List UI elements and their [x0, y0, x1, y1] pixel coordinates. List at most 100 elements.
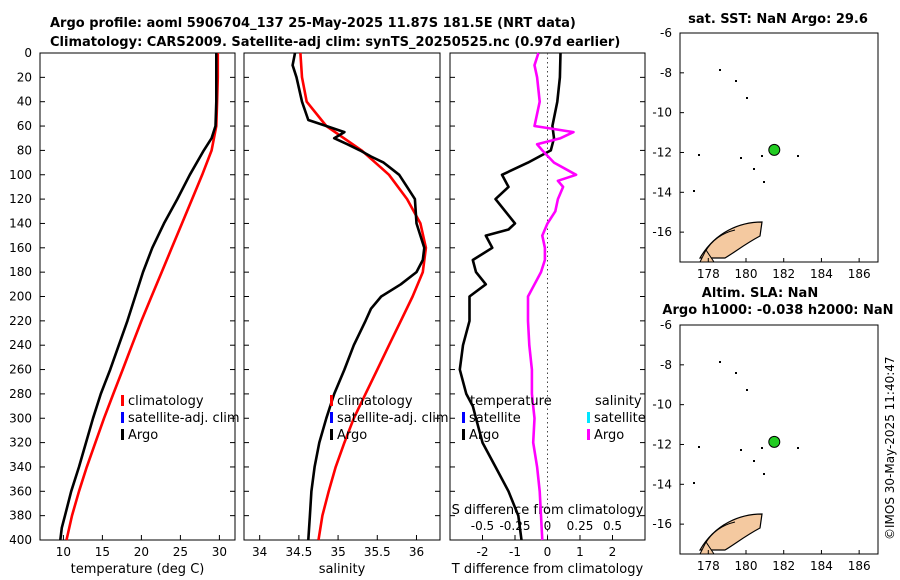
y-tick-label: 240: [9, 338, 32, 352]
x-axis-label: T difference from climatology: [451, 562, 644, 577]
land-island: [698, 221, 763, 259]
y-tick-label: 220: [9, 314, 32, 328]
legend-label: Argo: [594, 428, 624, 443]
temperature-panel: 10 15 20 25 30020406080100120140160180200220…: [9, 46, 240, 577]
x-tick-label: 30: [212, 545, 227, 559]
argo-line: [291, 52, 426, 541]
legend-label: satellite-adj. clim: [337, 411, 449, 426]
island: [698, 446, 700, 448]
x-tick-label: 180: [735, 559, 758, 573]
island: [735, 80, 737, 82]
legend-label: Argo: [128, 428, 158, 443]
map-title: sat. SST: NaN Argo: 29.6: [688, 12, 868, 27]
figure-title-line1: Argo profile: aoml 5906704_137 25-May-20…: [50, 16, 576, 31]
y-tick-label: 360: [9, 484, 32, 498]
x-tick-label: 182: [772, 267, 795, 281]
legend-swatch: [330, 412, 333, 423]
island: [753, 460, 755, 462]
legend-label: climatology: [128, 394, 204, 409]
y-tick-label: -6: [660, 26, 672, 40]
y-tick-label: 160: [9, 241, 32, 255]
y-tick-label: 140: [9, 216, 32, 230]
island: [740, 449, 742, 451]
legend-swatch: [330, 395, 333, 406]
legend-swatch: [462, 429, 465, 440]
x-tick-label: 180: [735, 267, 758, 281]
difference-panel: -2 -1 0 1 2 T difference from climatology -0.5…: [449, 52, 646, 577]
land-island: [698, 513, 763, 551]
legend-swatch: [462, 412, 465, 423]
climatology-line: [65, 53, 220, 541]
map-subtitle: Argo h1000: -0.038 h2000: NaN: [662, 303, 893, 318]
island: [746, 389, 748, 391]
sst-map-panel: 178 180 182 184 186 -6 -8 -10 -12 -14 -16 sat. SST:…: [652, 12, 879, 281]
y-tick-label: 0: [24, 46, 32, 60]
y-tick-label: -6: [660, 318, 672, 332]
s-axis-label: S difference from climatology: [452, 503, 644, 518]
x-tick-label: 0: [544, 545, 552, 559]
y-tick-label: 280: [9, 387, 32, 401]
s-tick-label: 0: [544, 519, 552, 533]
island: [746, 97, 748, 99]
island: [797, 447, 799, 449]
island: [753, 168, 755, 170]
legend-label: satellite-adj. clim: [128, 411, 240, 426]
credit-stamp: ©IMOS 30-May-2025 11:40:47: [883, 356, 897, 540]
y-tick-label: -16: [652, 517, 672, 531]
argo-line: [59, 53, 218, 541]
island: [763, 181, 765, 183]
y-tick-label: -8: [660, 66, 672, 80]
y-tick-label: 20: [17, 70, 32, 84]
x-tick-label: 34: [252, 545, 267, 559]
island: [797, 155, 799, 157]
legend-swatch: [121, 395, 124, 406]
legend-label: satellite: [469, 411, 521, 426]
x-tick-label: -1: [509, 545, 521, 559]
x-tick-label: 34.5: [286, 545, 313, 559]
legend-temp-title: temperature: [470, 394, 552, 409]
y-tick-label: -12: [652, 437, 672, 451]
x-tick-label: 10: [56, 545, 71, 559]
y-tick-label: 300: [9, 411, 32, 425]
y-tick-label: -12: [652, 145, 672, 159]
x-tick-label: 186: [848, 267, 871, 281]
coast-contour: [704, 521, 736, 545]
x-tick-label: 184: [810, 559, 833, 573]
legend-swatch: [121, 429, 124, 440]
s-tick-label: 0.5: [603, 519, 622, 533]
y-tick-label: 100: [9, 168, 32, 182]
map-title: Altim. SLA: NaN: [702, 286, 818, 301]
island: [735, 372, 737, 374]
y-tick-label: -8: [660, 358, 672, 372]
y-tick-label: -14: [652, 185, 672, 199]
y-tick-label: 80: [17, 143, 32, 157]
island: [698, 154, 700, 156]
legend-swatch: [330, 429, 333, 440]
s-tick-label: 0.25: [567, 519, 594, 533]
x-tick-label: 178: [697, 267, 720, 281]
coast-contour: [704, 229, 736, 253]
sla-map-panel: 178 180 182 184 186 -6 -8 -10 -12 -14 -16 Altim. SL…: [652, 286, 893, 573]
plot-frame: [39, 52, 236, 541]
climatology-line: [299, 52, 428, 541]
island: [761, 447, 763, 449]
x-tick-label: 35.5: [364, 545, 391, 559]
x-axis-label: salinity: [319, 562, 366, 577]
island: [693, 190, 695, 192]
s-diff-argo-line: [526, 52, 578, 541]
x-tick-label: 182: [772, 559, 795, 573]
legend-swatch: [587, 412, 590, 423]
x-tick-label: 20: [134, 545, 149, 559]
x-tick-label: 25: [173, 545, 188, 559]
island: [693, 482, 695, 484]
legend-sal-title: salinity: [595, 394, 642, 409]
x-axis-label: temperature (deg C): [71, 562, 205, 577]
plot-frame: [243, 52, 441, 541]
island: [763, 473, 765, 475]
x-tick-label: -2: [477, 545, 489, 559]
island: [740, 157, 742, 159]
legend-label: Argo: [469, 428, 499, 443]
y-tick-label: 340: [9, 460, 32, 474]
argo-float-marker: [768, 143, 781, 156]
